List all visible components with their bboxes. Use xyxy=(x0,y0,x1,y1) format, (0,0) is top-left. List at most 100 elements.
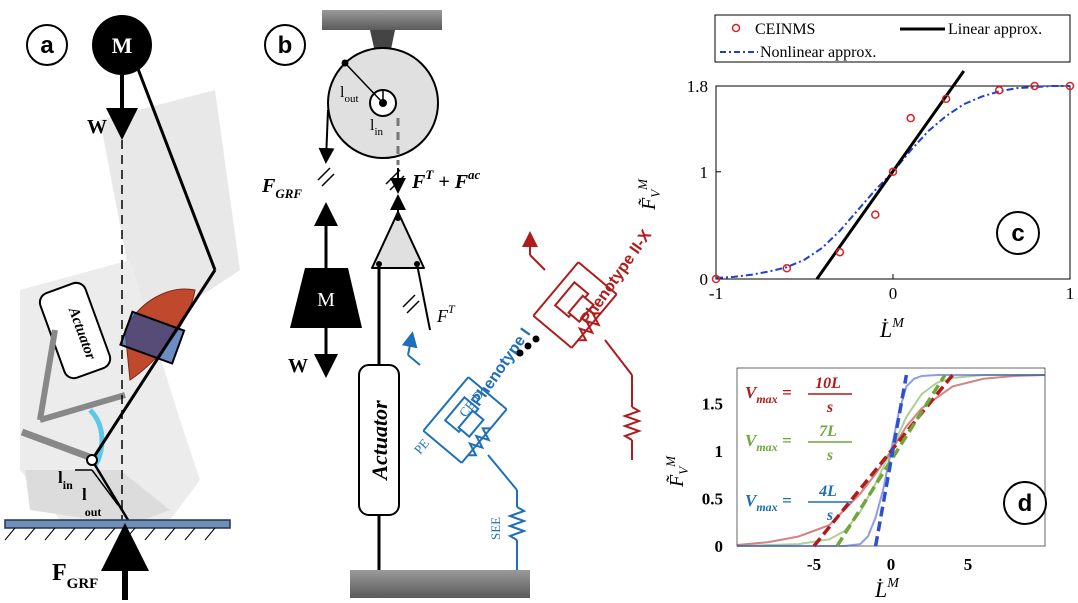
panel-d-letter: d xyxy=(1018,490,1033,517)
xlabel-c: L̇M xyxy=(879,316,905,342)
phenotype-2-model xyxy=(522,231,642,460)
weight-label-a: W xyxy=(87,116,107,138)
series-d xyxy=(736,373,1046,548)
vmax-numerator-2: 4L xyxy=(818,483,837,500)
cut-mark-ft-2 xyxy=(406,300,420,314)
vmax-denominator-0: s xyxy=(826,399,833,416)
junction-top xyxy=(395,215,401,221)
mass-ball xyxy=(92,15,152,75)
vmax-denominator-2: s xyxy=(826,507,833,524)
l-out-radius xyxy=(344,62,384,104)
ground-hatching xyxy=(4,527,216,541)
actuator-box-b xyxy=(358,364,400,516)
shank-segment xyxy=(90,269,217,461)
foot-segment xyxy=(90,459,130,521)
ceiling-support xyxy=(322,10,442,30)
pe-label: PE xyxy=(411,436,432,457)
x-tick-label-c: -1 xyxy=(709,284,723,303)
ceinms-point xyxy=(1030,81,1039,91)
panel-c-badge xyxy=(996,211,1040,255)
ankle-joint xyxy=(86,454,98,466)
panel-b: b lout lin FGRF M W FT + Fac xyxy=(261,10,655,598)
l-in-label-b: lin xyxy=(370,117,384,138)
x-tick-label-c: 1 xyxy=(1066,284,1075,303)
y-tick-label-c: 0 xyxy=(700,270,709,289)
cut-mark-left-2 xyxy=(321,173,335,187)
ceinms-point xyxy=(711,274,721,284)
linear-dashed-5 xyxy=(873,374,909,547)
x-tick-label-d: -5 xyxy=(807,555,821,574)
junction-triangle xyxy=(371,211,425,269)
legend-ceinms-label: CEINMS xyxy=(755,21,815,38)
y-tick-label-d: 0.5 xyxy=(702,490,723,509)
ft-label-b: FT xyxy=(436,302,456,326)
mass-block-b xyxy=(290,268,362,328)
ceinms-point xyxy=(1065,81,1075,91)
series-c xyxy=(711,70,1075,284)
ellipsis-dot-2 xyxy=(524,342,532,350)
panel-a: Actuator M W lin l out FGRF a xyxy=(4,15,240,600)
panel-d: -5 0 5 0 0.5 1 1.5 Vmax = 10L s Vmax = 7L s Vmax = 4L… xyxy=(663,367,1047,602)
tick-labels-d: -5 0 5 0 0.5 1 1.5 xyxy=(702,395,973,575)
panel-a-letter: a xyxy=(40,32,54,59)
ceinms-point xyxy=(871,210,880,219)
x-tick-label-c: 0 xyxy=(889,284,898,303)
linear-dashed-3 xyxy=(812,373,954,548)
cut-mark-right-1 xyxy=(385,169,401,185)
legend-box-c xyxy=(714,14,1071,63)
y-tick-label-d: 1 xyxy=(715,442,724,461)
ylabel-c: F̃VM xyxy=(635,178,663,211)
y-tick-label-c: 1.8 xyxy=(687,77,708,96)
legend-ceinms-marker xyxy=(731,23,741,33)
ceinms-point xyxy=(835,247,845,257)
xlabel-d: L̇M xyxy=(874,576,900,602)
legend-nonlinear-label: Nonlinear approx. xyxy=(760,44,876,61)
weight-label-b: W xyxy=(288,355,308,377)
phenotype-2-label: Phenotype II-X xyxy=(577,227,655,328)
phenotype-1-model xyxy=(401,331,527,570)
y-tick-label-c: 1 xyxy=(700,163,709,182)
actuator-label-b: Actuator xyxy=(367,400,392,482)
linear-dashed-4 xyxy=(835,374,947,547)
y-tick-label-d: 1.5 xyxy=(702,395,723,414)
foot-silhouette xyxy=(25,470,170,525)
muscle-cable xyxy=(416,263,431,331)
ceinms-point xyxy=(994,86,1004,95)
ellipsis-dot-3 xyxy=(532,335,540,343)
ceinms-point xyxy=(888,167,898,177)
ceinms-point xyxy=(941,94,951,104)
panel-b-badge xyxy=(264,24,306,66)
left-rope-down xyxy=(318,109,335,164)
l-out-point xyxy=(341,59,349,67)
legend-linear-label: Linear approx. xyxy=(948,21,1042,38)
panel-a-badge xyxy=(26,24,68,66)
panel-b-letter: b xyxy=(278,32,293,59)
grf-label-a: FGRF xyxy=(52,560,98,592)
vmax-label-1: Vmax = xyxy=(745,431,792,454)
mass-label-b: M xyxy=(317,289,335,311)
f-grf-label-b: FGRF xyxy=(261,175,302,201)
ground-plate xyxy=(4,519,231,529)
x-tick-label-d: 0 xyxy=(887,555,896,574)
ylabel-d: F̃VM xyxy=(663,455,691,488)
vmax-label-2: Vmax = xyxy=(745,491,792,514)
cut-mark-ft-1 xyxy=(402,294,416,308)
ft-plus-fac-label: FT + Fac xyxy=(411,167,481,193)
l-out-label-a: l out xyxy=(82,485,101,519)
floor-support xyxy=(350,570,530,598)
panel-c-letter: c xyxy=(1011,220,1024,247)
cut-mark-right-2 xyxy=(389,175,405,191)
l-in-label-a: lin xyxy=(58,468,73,492)
x-tick-label-d: 5 xyxy=(964,555,973,574)
y-tick-label-d: 0 xyxy=(715,537,724,556)
l-out-label-b: lout xyxy=(340,84,359,105)
see-label: SEE xyxy=(488,517,503,540)
panel-c: CEINMS Linear approx. Nonlinear approx. … xyxy=(635,14,1075,342)
ceinms-point xyxy=(782,264,792,273)
thigh-silhouette xyxy=(100,90,240,330)
vmax-numerator-0: 10L xyxy=(815,375,841,392)
plot-frame-d xyxy=(736,367,1046,547)
foot-strut xyxy=(20,428,94,462)
vmax-label-0: Vmax = xyxy=(745,383,792,406)
